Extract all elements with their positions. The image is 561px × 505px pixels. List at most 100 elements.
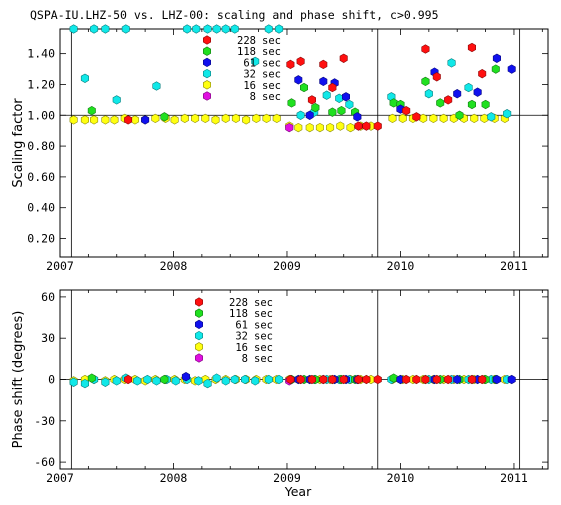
legend-label: 8 <box>242 353 248 365</box>
legend-unit: sec <box>262 69 281 81</box>
data-point <box>337 105 346 116</box>
x-tick-label: 2007 <box>46 259 74 273</box>
legend-marker <box>203 91 211 101</box>
y-tick-label: 60 <box>41 290 55 304</box>
legend-marker <box>203 68 211 79</box>
data-point <box>328 374 337 385</box>
legend-label: 16 <box>243 80 256 92</box>
data-point <box>264 24 273 34</box>
data-point <box>362 374 371 385</box>
legend-unit: sec <box>254 331 273 343</box>
data-point <box>181 372 190 382</box>
data-point <box>133 376 142 386</box>
data-point <box>241 374 249 385</box>
legend-marker <box>195 308 203 318</box>
x-tick-label: 2008 <box>160 259 188 273</box>
data-point <box>141 115 150 125</box>
legend-marker <box>195 342 203 352</box>
data-point <box>183 24 192 34</box>
data-point <box>388 113 397 124</box>
data-point <box>87 373 96 383</box>
y-tick-label: -60 <box>34 455 55 469</box>
data-point <box>503 109 512 119</box>
data-point <box>262 113 271 124</box>
x-tick-label: 2007 <box>46 471 74 485</box>
data-point <box>436 98 445 108</box>
data-point <box>211 115 220 125</box>
legend-marker <box>203 46 211 56</box>
data-point <box>212 373 221 383</box>
data-point <box>402 105 411 116</box>
data-point <box>339 53 348 63</box>
data-point <box>362 121 371 131</box>
data-point <box>507 64 516 74</box>
legend-label: 16 <box>235 342 248 354</box>
data-point <box>319 374 328 385</box>
data-point <box>264 374 273 385</box>
legend-unit: sec <box>254 353 273 365</box>
data-point <box>121 24 130 34</box>
data-point <box>296 110 305 120</box>
data-point <box>80 378 89 389</box>
data-point <box>130 115 139 125</box>
data-point <box>429 113 438 124</box>
data-point <box>203 24 212 34</box>
data-point <box>152 376 161 386</box>
data-point <box>299 82 309 93</box>
data-point <box>398 113 407 124</box>
plot-frame <box>59 28 549 258</box>
data-point <box>124 115 133 125</box>
phase-shift-panel: 2007 2008 2009 2010 2011 -60 -30 0 30 60 Phase shi… <box>11 289 549 499</box>
x-axis-label: Year <box>284 484 312 499</box>
data-point <box>274 24 284 34</box>
data-point <box>171 376 180 386</box>
data-point <box>326 122 335 133</box>
data-point <box>307 95 317 105</box>
data-point <box>69 24 78 34</box>
data-point <box>286 374 295 385</box>
legend-label: 228 <box>237 35 256 47</box>
legend-marker <box>203 35 211 45</box>
data-point <box>492 53 502 63</box>
x-tick-label: 2008 <box>160 471 188 485</box>
data-point <box>101 377 110 387</box>
x-tick-label: 2009 <box>273 259 301 273</box>
legend-marker <box>195 297 203 307</box>
legend-label: 61 <box>235 319 248 331</box>
data-point <box>492 374 502 385</box>
legend-marker <box>203 57 211 68</box>
data-point <box>432 374 441 385</box>
data-point <box>389 373 398 383</box>
data-point <box>252 113 261 124</box>
legend-marker <box>195 330 203 341</box>
data-point <box>432 72 441 82</box>
data-point <box>487 112 496 122</box>
legend-unit: sec <box>254 319 273 331</box>
data-point <box>231 113 240 124</box>
y-tick-label: 0.80 <box>27 139 55 153</box>
data-point <box>421 76 430 87</box>
data-point <box>478 374 487 385</box>
data-point <box>112 95 121 105</box>
y-tick-label: 1.00 <box>27 108 55 122</box>
data-point <box>481 99 490 110</box>
data-point <box>251 376 260 386</box>
y-tick-label: 1.40 <box>27 47 55 61</box>
data-point <box>287 98 296 108</box>
data-point <box>373 121 382 131</box>
data-point <box>221 113 230 124</box>
x-tick-label: 2011 <box>500 259 528 273</box>
data-point <box>251 56 260 67</box>
data-point <box>307 374 317 385</box>
data-point <box>212 24 221 34</box>
data-point <box>69 115 78 125</box>
data-point <box>143 374 152 385</box>
legend-label: 8 <box>250 91 256 103</box>
data-point <box>311 102 320 113</box>
legend-label: 228 <box>229 297 248 309</box>
data-point <box>315 122 324 133</box>
data-point <box>467 42 477 53</box>
data-point <box>421 44 430 54</box>
data-point <box>69 377 78 387</box>
